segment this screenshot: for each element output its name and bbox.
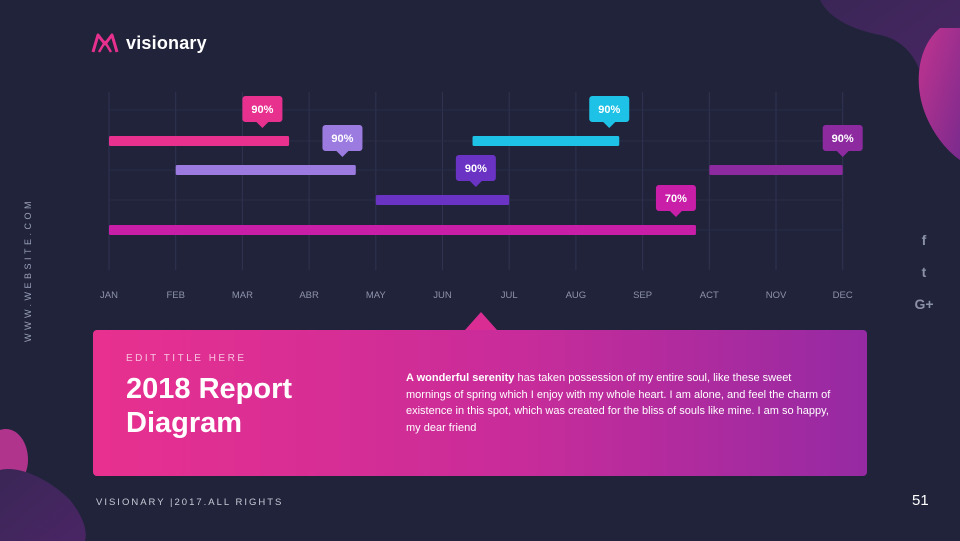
data-label: 70% [665, 193, 687, 205]
gantt-chart: JAN FEB MAR ABR MAY JUN JUL AUG SEP ACT NOV DEC 90% 9… [100, 92, 863, 301]
card-body-strong: A wonderful serenity [406, 372, 515, 384]
data-label: 90% [465, 163, 487, 175]
x-tick-label: MAY [366, 290, 387, 301]
gantt-bar [472, 136, 620, 146]
data-label: 90% [331, 133, 353, 145]
data-label-bubble [589, 96, 630, 128]
brand-name: visionary [126, 32, 207, 53]
gantt-bar [175, 165, 356, 175]
x-tick-label: DEC [833, 290, 853, 301]
x-tick-label: ABR [299, 290, 319, 301]
x-tick-label: NOV [766, 290, 787, 301]
gantt-bar [709, 165, 843, 175]
card-body: A wonderful serenity has taken possessio… [406, 370, 836, 436]
x-tick-label: JAN [100, 290, 118, 301]
brand[interactable]: visionary [90, 30, 207, 56]
data-label: 90% [832, 133, 854, 145]
card-title: 2018 Report Diagram [126, 373, 293, 439]
facebook-icon[interactable]: f [921, 232, 927, 248]
report-card: EDIT TITLE HERE 2018 Report Diagram A wo… [93, 330, 867, 476]
x-tick-label: JUN [433, 290, 452, 301]
gantt-bar [109, 225, 696, 235]
gantt-bar [109, 136, 290, 146]
gantt-bar [375, 195, 510, 205]
data-label-bubble [655, 185, 696, 217]
card-body-text: has taken possession of my entire soul, … [406, 372, 831, 434]
data-label-bubble [455, 155, 496, 187]
x-tick-label: FEB [166, 290, 184, 301]
x-tick-label: ACT [700, 290, 719, 301]
data-label-bubble [822, 125, 863, 157]
x-tick-label: MAR [232, 290, 253, 301]
page-number: 51 [912, 492, 929, 509]
x-tick-label: AUG [566, 290, 587, 301]
google-plus-icon[interactable]: G+ [914, 296, 934, 312]
footer-copyright: VISIONARY |2017.ALL RIGHTS [96, 497, 284, 508]
card-kicker: EDIT TITLE HERE [126, 353, 247, 364]
data-label: 90% [598, 104, 620, 116]
x-tick-label: JUL [501, 290, 518, 301]
social-links: f t G+ [914, 230, 934, 326]
visionary-logo-icon [91, 33, 119, 53]
data-label: 90% [251, 104, 273, 116]
data-label-bubble [322, 125, 363, 157]
card-pointer [465, 312, 497, 330]
data-label-bubble [242, 96, 283, 128]
x-tick-label: SEP [633, 290, 652, 301]
twitter-icon[interactable]: t [921, 264, 927, 280]
